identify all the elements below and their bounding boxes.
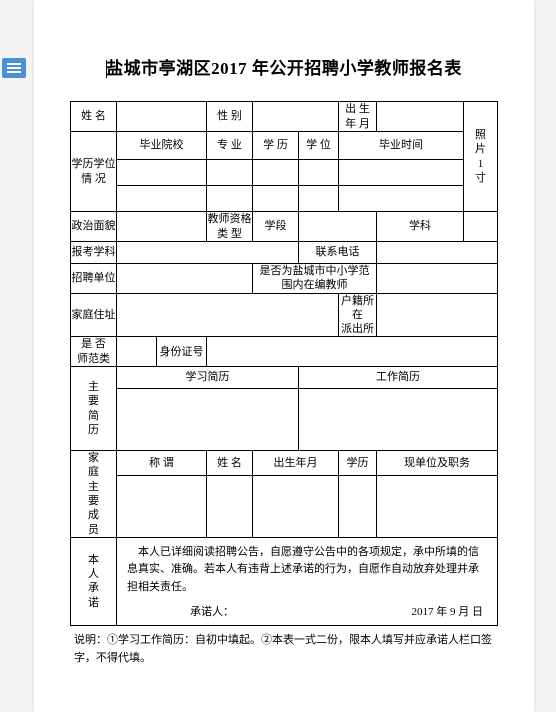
- label-name: 姓 名: [71, 102, 117, 132]
- label-id-no: 身份证号: [157, 337, 207, 367]
- field-fbirth[interactable]: [253, 475, 339, 537]
- label-phone: 联系电话: [299, 242, 377, 264]
- signer-label: 承诺人：: [131, 605, 293, 619]
- date-text: 2017 年 9 月 日: [296, 605, 483, 619]
- field-fedu[interactable]: [339, 475, 377, 537]
- field-subject[interactable]: [464, 212, 498, 242]
- title-text: 盐城市亭湖区2017 年公开招聘小学教师报名表: [106, 59, 462, 78]
- field-major-2[interactable]: [207, 186, 253, 212]
- label-degree-edu: 学 历: [253, 132, 299, 160]
- label-is-normal: 是 否 师范类: [71, 337, 117, 367]
- label-promise: 本 人 承 诺: [71, 537, 117, 625]
- label-family: 家 庭 主 要 成 员: [71, 451, 117, 538]
- promise-cell: 本人已详细阅读招聘公告，自愿遵守公告中的各项规定，承中所填的信息真实、准确。若本…: [117, 537, 498, 625]
- field-gradtime-2[interactable]: [339, 186, 464, 212]
- form-table: 姓 名 性 别 出 生 年 月 照 片 1 寸 学历学位 情 况 毕业院校 专 …: [70, 101, 498, 626]
- label-birth: 出 生 年 月: [339, 102, 377, 132]
- field-home-addr[interactable]: [117, 293, 339, 337]
- label-fbirth: 出生年月: [253, 451, 339, 475]
- label-study-resume: 学习简历: [117, 367, 299, 389]
- field-stage[interactable]: [299, 212, 377, 242]
- field-name[interactable]: [117, 102, 207, 132]
- field-degree-1[interactable]: [299, 160, 339, 186]
- label-photo: 照 片 1 寸: [464, 102, 498, 212]
- field-relation[interactable]: [117, 475, 207, 537]
- label-major: 专 业: [207, 132, 253, 160]
- label-home-addr: 家庭住址: [71, 293, 117, 337]
- label-relation: 称 谓: [117, 451, 207, 475]
- field-phone[interactable]: [377, 242, 498, 264]
- declaration-content: 本人已详细阅读招聘公告，自愿遵守公告中的各项规定，承中所填的信息真实、准确。若本…: [127, 546, 479, 593]
- field-police[interactable]: [377, 293, 498, 337]
- label-apply-subject: 报考学科: [71, 242, 117, 264]
- field-apply-subject[interactable]: [117, 242, 299, 264]
- label-work-resume: 工作简历: [299, 367, 498, 389]
- declaration-text: 本人已详细阅读招聘公告，自愿遵守公告中的各项规定，承中所填的信息真实、准确。若本…: [117, 538, 497, 603]
- label-edu-section: 学历学位 情 况: [71, 132, 117, 212]
- field-id-no[interactable]: [207, 337, 498, 367]
- label-degree: 学 位: [299, 132, 339, 160]
- field-gender[interactable]: [253, 102, 339, 132]
- label-funit: 现单位及职务: [377, 451, 498, 475]
- label-fname: 姓 名: [207, 451, 253, 475]
- field-grad-school-1[interactable]: [117, 160, 207, 186]
- field-major-1[interactable]: [207, 160, 253, 186]
- field-politics[interactable]: [117, 212, 207, 242]
- label-grad-time: 毕业时间: [339, 132, 464, 160]
- field-birth[interactable]: [377, 102, 464, 132]
- label-teach-cert: 教师资格 类 型: [207, 212, 253, 242]
- label-police: 户籍所在 派出所: [339, 293, 377, 337]
- field-study-resume[interactable]: [117, 389, 299, 451]
- field-grad-school-2[interactable]: [117, 186, 207, 212]
- label-fedu: 学历: [339, 451, 377, 475]
- field-gradtime-1[interactable]: [339, 160, 464, 186]
- field-edu-2[interactable]: [253, 186, 299, 212]
- page-title: 盐城市亭湖区2017 年公开招聘小学教师报名表: [70, 54, 498, 79]
- label-subject: 学科: [377, 212, 464, 242]
- label-resume: 主 要 简 历: [71, 367, 117, 451]
- label-stage: 学段: [253, 212, 299, 242]
- label-grad-school: 毕业院校: [117, 132, 207, 160]
- field-work-resume[interactable]: [299, 389, 498, 451]
- signature-line: 承诺人： 2017 年 9 月 日: [117, 603, 497, 625]
- field-degree-2[interactable]: [299, 186, 339, 212]
- field-apply-unit[interactable]: [117, 264, 253, 294]
- page: 盐城市亭湖区2017 年公开招聘小学教师报名表 姓 名 性 别 出 生 年 月 …: [34, 0, 534, 712]
- label-is-local: 是否为盐城市中小学范 围内在编教师: [253, 264, 377, 294]
- document-icon: [2, 58, 26, 78]
- viewport: 盐城市亭湖区2017 年公开招聘小学教师报名表 姓 名 性 别 出 生 年 月 …: [0, 0, 556, 712]
- label-gender: 性 别: [207, 102, 253, 132]
- field-is-normal[interactable]: [117, 337, 157, 367]
- field-funit[interactable]: [377, 475, 498, 537]
- field-edu-1[interactable]: [253, 160, 299, 186]
- label-politics: 政治面貌: [71, 212, 117, 242]
- field-is-local[interactable]: [377, 264, 498, 294]
- footnote: 说明：①学习工作简历：自初中填起。②本表一式二份，限本人填写并应承诺人栏口签字，…: [70, 632, 498, 667]
- field-fname[interactable]: [207, 475, 253, 537]
- label-apply-unit: 招聘单位: [71, 264, 117, 294]
